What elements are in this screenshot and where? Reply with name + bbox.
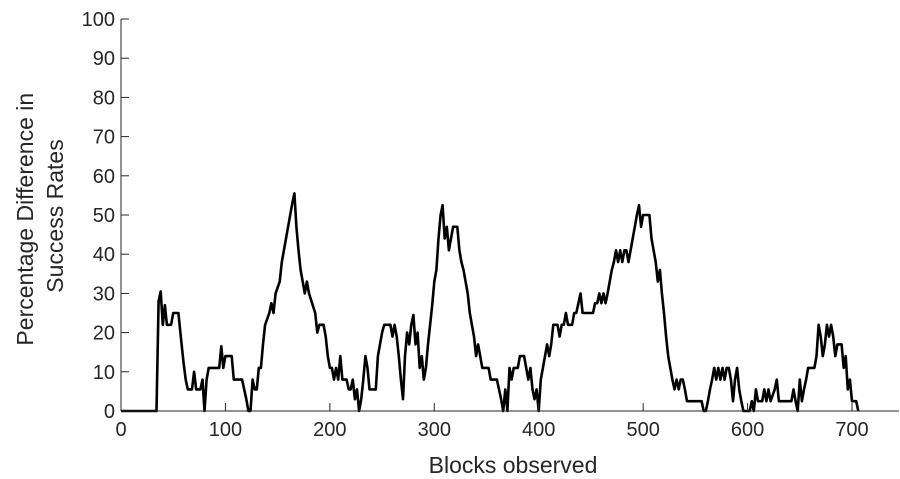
y-tick-label: 90 <box>93 48 115 70</box>
x-tick-label: 0 <box>115 419 126 441</box>
y-tick-label: 80 <box>93 87 115 109</box>
x-ticks: 0 100 200 300 400 500 600 700 <box>115 403 869 441</box>
x-tick-label: 100 <box>209 419 242 441</box>
y-ticks: 0 10 20 30 40 50 60 70 80 90 100 <box>82 9 129 423</box>
y-axis-title-line-1: Percentage Difference in <box>12 93 38 346</box>
y-axis-title: Percentage Difference in Success Rates <box>12 86 68 345</box>
plot-area <box>121 192 860 413</box>
x-tick-label: 700 <box>835 419 868 441</box>
x-tick-label: 600 <box>731 419 764 441</box>
x-tick-label: 300 <box>418 419 451 441</box>
y-tick-label: 70 <box>93 127 115 149</box>
x-axis-title: Blocks observed <box>429 452 598 478</box>
y-tick-label: 20 <box>93 323 115 345</box>
y-tick-label: 60 <box>93 166 115 188</box>
y-tick-label: 30 <box>93 283 115 305</box>
x-tick-label: 500 <box>626 419 659 441</box>
y-tick-label: 100 <box>82 9 115 31</box>
axes: 0 100 200 300 400 500 600 700 0 10 20 30 40 50 60 70 80… <box>82 9 899 441</box>
y-tick-label: 50 <box>93 205 115 227</box>
y-tick-label: 40 <box>93 244 115 266</box>
y-tick-label: 0 <box>104 401 115 423</box>
y-tick-label: 10 <box>93 362 115 384</box>
y-axis-title-line-2: Success Rates <box>42 139 68 292</box>
x-tick-label: 400 <box>522 419 555 441</box>
x-tick-label: 200 <box>313 419 346 441</box>
series-line <box>121 192 860 413</box>
